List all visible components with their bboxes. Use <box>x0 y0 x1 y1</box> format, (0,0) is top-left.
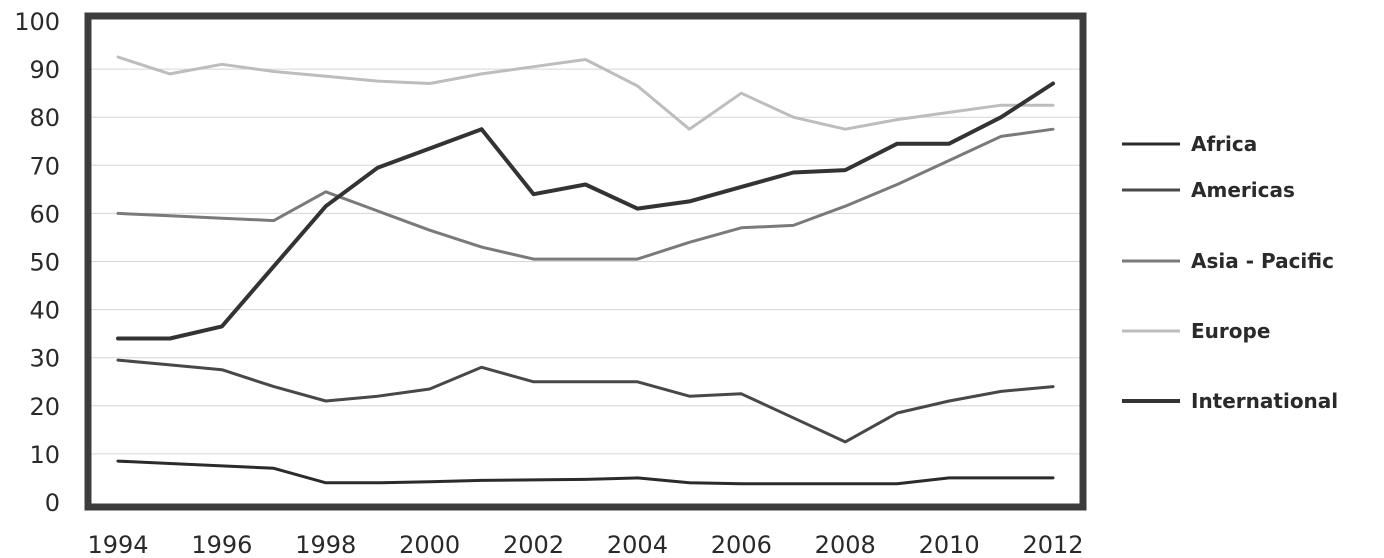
x-tick-label: 2006 <box>711 531 772 558</box>
y-tick-label: 80 <box>29 104 60 132</box>
y-tick-label: 60 <box>29 200 60 228</box>
y-tick-label: 0 <box>45 489 60 517</box>
y-tick-label: 10 <box>29 441 60 469</box>
y-tick-label: 70 <box>29 152 60 180</box>
x-axis: 1994 1996 1998 2000 2002 2004 2006 2008 2010 2012 <box>87 531 1083 558</box>
y-tick-label: 20 <box>29 393 60 421</box>
series-line-asia-pacific <box>116 127 1055 261</box>
x-tick-label: 2012 <box>1022 531 1083 558</box>
y-tick-label: 50 <box>29 249 60 277</box>
x-tick-label: 2002 <box>503 531 564 558</box>
y-axis: 0 10 20 30 40 50 60 70 80 90 100 <box>14 8 60 517</box>
series-lines <box>116 55 1055 486</box>
x-tick-label: 2004 <box>607 531 668 558</box>
x-tick-label: 2010 <box>919 531 980 558</box>
series-line-americas <box>116 358 1055 444</box>
gridlines <box>91 68 1080 455</box>
y-tick-label: 30 <box>29 345 60 373</box>
y-tick-label: 90 <box>29 56 60 84</box>
legend-label: Africa <box>1191 132 1257 156</box>
legend-label: International <box>1191 389 1338 413</box>
series-line-europe <box>116 55 1055 131</box>
legend-label: Asia - Pacific <box>1191 249 1334 273</box>
series-line-international <box>116 81 1055 341</box>
series-line-africa <box>116 459 1055 486</box>
x-tick-label: 1996 <box>191 531 252 558</box>
x-tick-label: 1994 <box>87 531 148 558</box>
x-tick-label: 2008 <box>815 531 876 558</box>
x-tick-label: 1998 <box>295 531 356 558</box>
y-tick-label: 40 <box>29 297 60 325</box>
x-tick-label: 2000 <box>399 531 460 558</box>
legend: Africa Americas Asia - Pacific Europe Intern… <box>1122 132 1338 413</box>
legend-label: Americas <box>1191 178 1295 202</box>
plot-frame <box>84 12 1087 511</box>
y-tick-label: 100 <box>14 8 60 36</box>
legend-label: Europe <box>1191 319 1270 343</box>
